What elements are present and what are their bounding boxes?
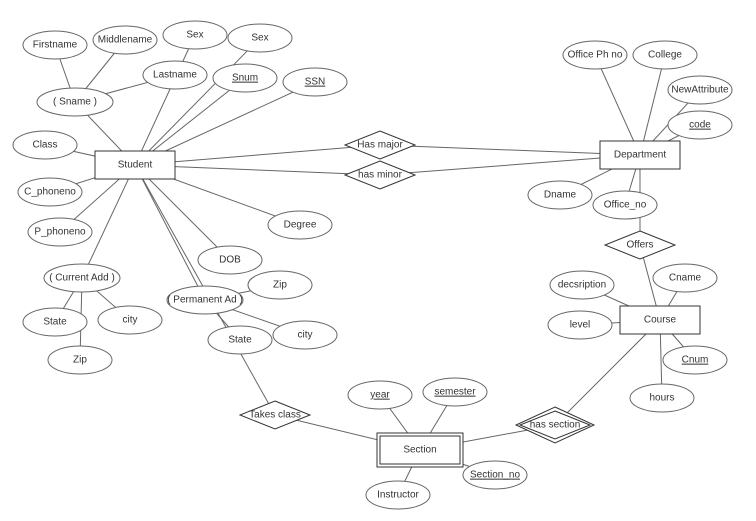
svg-text:SSN: SSN: [305, 77, 326, 88]
attribute-semester: semester: [423, 378, 487, 406]
svg-text:Student: Student: [118, 160, 153, 171]
svg-text:Zip: Zip: [73, 355, 87, 366]
svg-text:( Sname ): ( Sname ): [53, 97, 97, 108]
attribute-ca_city: city: [98, 306, 162, 334]
svg-text:Course: Course: [644, 315, 677, 326]
attribute-college: College: [633, 41, 697, 69]
attribute-description: decsription: [550, 271, 614, 299]
svg-text:year: year: [370, 390, 390, 401]
attribute-dob: DOB: [198, 246, 262, 274]
svg-text:Cnum: Cnum: [682, 355, 709, 366]
attribute-sex2: Sex: [228, 24, 292, 52]
attribute-pa_state: State: [208, 326, 272, 354]
svg-text:semester: semester: [434, 387, 476, 398]
entity-section: Section: [377, 433, 463, 467]
svg-text:Zip: Zip: [273, 280, 287, 291]
attribute-cnum: Cnum: [663, 346, 727, 374]
attribute-firstname: Firstname: [23, 31, 87, 59]
svg-text:Takes class: Takes class: [249, 410, 301, 421]
edges-layer: [45, 35, 700, 495]
svg-text:College: College: [648, 50, 682, 61]
relationship-has_section: has section: [516, 407, 594, 443]
svg-text:DOB: DOB: [219, 255, 241, 266]
attribute-current_add: ( Current Add ): [44, 264, 120, 292]
attribute-sname: ( Sname ): [37, 88, 113, 116]
attribute-snum: Snum: [213, 64, 277, 92]
attribute-ca_zip: Zip: [48, 346, 112, 374]
attribute-hours: hours: [630, 384, 694, 412]
svg-text:( Current Add ): ( Current Add ): [49, 273, 115, 284]
attribute-degree: Degree: [268, 211, 332, 239]
svg-text:Section_no: Section_no: [470, 470, 520, 481]
attribute-sex1: Sex: [163, 21, 227, 49]
svg-text:level: level: [570, 320, 591, 331]
svg-text:Sex: Sex: [186, 30, 203, 41]
entity-department: Department: [600, 141, 680, 169]
attribute-instructor: Instructor: [366, 481, 430, 509]
svg-text:Class: Class: [32, 140, 57, 151]
svg-text:Office Ph no: Office Ph no: [568, 50, 623, 61]
svg-text:Degree: Degree: [284, 220, 317, 231]
svg-text:P_phoneno: P_phoneno: [34, 227, 86, 238]
attribute-section_no: Section_no: [463, 461, 527, 489]
svg-text:C_phoneno: C_phoneno: [24, 187, 76, 198]
attribute-perm_add: ( Permanent Ad ): [167, 286, 243, 314]
svg-text:NewAttribute: NewAttribute: [671, 85, 729, 96]
attribute-dcode: code: [668, 111, 732, 139]
svg-text:Cname: Cname: [669, 273, 702, 284]
svg-text:hours: hours: [649, 393, 674, 404]
attribute-lastname: Lastname: [143, 61, 207, 89]
svg-text:Instructor: Instructor: [377, 490, 419, 501]
relationship-has_major: Has major: [345, 131, 415, 159]
attribute-level: level: [548, 311, 612, 339]
svg-text:Snum: Snum: [232, 73, 258, 84]
svg-text:code: code: [689, 120, 711, 131]
svg-text:has minor: has minor: [358, 170, 403, 181]
svg-text:Office_no: Office_no: [604, 200, 647, 211]
svg-text:Has major: Has major: [357, 140, 403, 151]
svg-text:Middlename: Middlename: [98, 35, 153, 46]
svg-text:Firstname: Firstname: [33, 40, 78, 51]
attribute-pa_city: city: [273, 321, 337, 349]
svg-text:Section: Section: [403, 445, 436, 456]
svg-text:Lastname: Lastname: [153, 70, 197, 81]
entity-student: Student: [95, 151, 175, 179]
svg-text:city: city: [298, 330, 313, 341]
relationship-has_minor: has minor: [345, 161, 415, 189]
attribute-year: year: [348, 381, 412, 409]
svg-text:city: city: [123, 315, 138, 326]
attribute-office_no: Office_no: [593, 191, 657, 219]
attribute-newattr: NewAttribute: [668, 76, 732, 104]
attribute-class: Class: [13, 131, 77, 159]
svg-text:( Permanent Ad ): ( Permanent Ad ): [167, 295, 243, 306]
svg-text:Sex: Sex: [251, 33, 268, 44]
svg-text:Dname: Dname: [544, 190, 577, 201]
relationship-offers: Offers: [605, 231, 675, 259]
svg-text:Offers: Offers: [626, 240, 653, 251]
attribute-middlename: Middlename: [93, 26, 157, 54]
attribute-dname: Dname: [528, 181, 592, 209]
attribute-pa_zip: Zip: [248, 271, 312, 299]
attribute-c_phoneno: C_phoneno: [18, 178, 82, 206]
er-diagram: Student Department Course Section Has major h…: [0, 0, 756, 521]
svg-text:decsription: decsription: [558, 280, 606, 291]
attribute-ca_state: State: [23, 308, 87, 336]
attribute-p_phoneno: P_phoneno: [28, 218, 92, 246]
svg-text:has section: has section: [530, 420, 581, 431]
attribute-cname: Cname: [653, 264, 717, 292]
attribute-office_phno: Office Ph no: [563, 41, 627, 69]
svg-text:State: State: [43, 317, 67, 328]
relationship-takes_class: Takes class: [240, 401, 310, 429]
svg-text:Department: Department: [614, 150, 666, 161]
entity-course: Course: [620, 306, 700, 334]
attribute-ssn: SSN: [283, 68, 347, 96]
svg-text:State: State: [228, 335, 252, 346]
